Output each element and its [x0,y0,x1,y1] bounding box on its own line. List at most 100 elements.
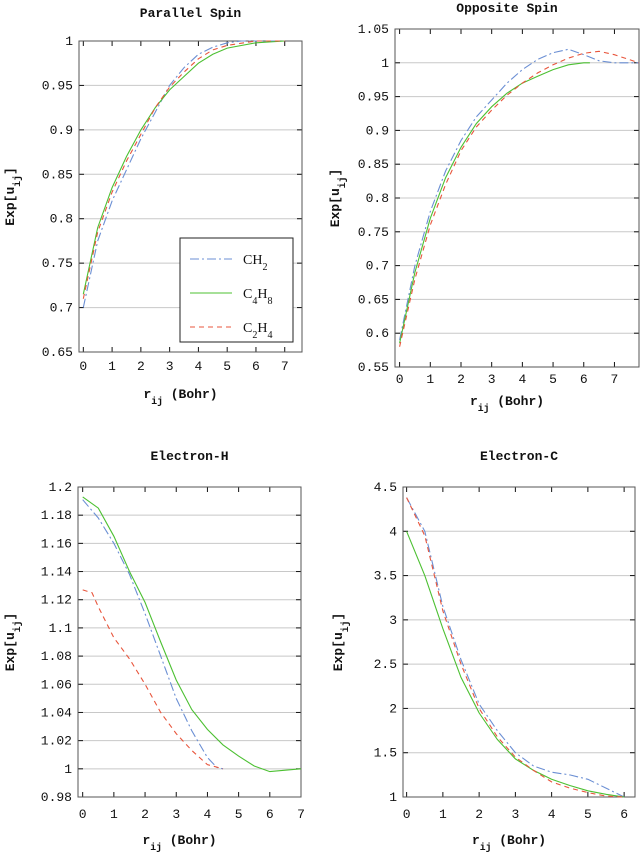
y-tick-label: 0.8 [50,212,73,227]
x-tick-label: 5 [235,807,243,822]
x-tick-label: 2 [457,372,465,387]
y-tick-label: 0.75 [42,256,73,271]
y-tick-label: 0.75 [358,225,389,240]
y-tick-label: 1 [389,790,397,805]
series-line-c4h8 [399,62,590,344]
y-axis-label: Exp[uij] [331,613,351,672]
y-tick-label: 4.5 [374,480,397,495]
x-axis-label: rij (Bohr) [143,387,217,407]
series-line-c2h4 [82,589,224,770]
chart-title: Electron-H [150,449,228,464]
x-tick-label: 6 [620,807,628,822]
series-line-c4h8 [82,40,285,295]
x-tick-label: 5 [223,359,231,374]
y-tick-label: 1.2 [49,480,72,495]
y-tick-label: 3 [389,613,397,628]
panel-opposite-spin: 0.55 0.6 0.65 0.7 0.75 0.8 0.85 0.9 0.95 1 1.05 0 1 2… [328,1,640,414]
x-tick-label: 3 [172,807,180,822]
y-tick-label: 1.04 [41,705,72,720]
x-tick-label: 6 [266,807,274,822]
plot-frame [394,28,640,368]
chart-title: Parallel Spin [140,6,242,21]
y-tick-label: 0.9 [366,123,389,138]
x-axis-label: rij (Bohr) [142,833,216,853]
y-tick-label: 1.1 [49,621,73,636]
y-axis-label: Exp[uij] [3,613,23,672]
x-tick-label: 1 [426,372,434,387]
legend-box [179,237,294,343]
y-tick-label: 0.85 [358,157,389,172]
legend-label-c2h4: C2H4 [243,321,273,341]
y-tick-label: 0.95 [42,78,73,93]
x-tick-label: 0 [396,372,404,387]
legend-label-ch2: CH2 [243,253,268,273]
y-tick-label: 0.98 [41,790,72,805]
series-line-ch2 [399,48,639,341]
x-tick-label: 4 [204,807,212,822]
x-tick-label: 3 [488,372,496,387]
y-tick-label: 0.95 [358,90,389,105]
x-tick-label: 1 [110,807,118,822]
y-axis-label: Exp[uij] [3,167,23,226]
x-tick-label: 7 [297,807,305,822]
x-axis-label: rij (Bohr) [472,833,546,853]
y-tick-label: 0.85 [42,167,73,182]
x-tick-label: 6 [580,372,588,387]
x-axis-label: rij (Bohr) [470,394,544,414]
x-tick-label: 5 [549,372,557,387]
y-tick-label: 1.12 [41,593,72,608]
y-tick-label: 1.16 [41,536,72,551]
x-tick-label: 5 [584,807,592,822]
y-tick-label: 1 [65,34,73,49]
plot-frame [77,486,302,798]
x-tick-label: 6 [252,359,260,374]
y-tick-label: 1.06 [41,677,72,692]
y-tick-label: 2.5 [374,657,397,672]
y-tick-label: 0.65 [42,345,73,360]
y-tick-label: 1.08 [41,649,72,664]
x-tick-label: 3 [166,359,174,374]
y-tick-label: 1.14 [41,565,72,580]
y-tick-label: 1.02 [41,734,72,749]
legend: CH2 C4H8 C2H4 [179,237,294,343]
series-line-c2h4 [406,497,625,798]
x-tick-label: 0 [79,807,87,822]
series-line-c4h8 [82,496,302,773]
y-tick-label: 0.9 [50,123,73,138]
chart-title: Opposite Spin [456,1,558,16]
x-tick-label: 1 [439,807,447,822]
y-tick-label: 1 [381,56,389,71]
chart-title: Electron-C [480,449,558,464]
y-tick-label: 0.7 [50,301,73,316]
x-tick-label: 2 [137,359,145,374]
panel-parallel-spin: 0.65 0.7 0.75 0.8 0.85 0.9 0.95 1 0 1 2 3 4 5 6 7 Parall… [3,6,303,407]
legend-label-c4h8: C4H8 [243,287,273,307]
y-tick-label: 1.18 [41,508,72,523]
x-tick-label: 2 [141,807,149,822]
x-tick-label: 0 [79,359,87,374]
series-line-c4h8 [406,531,625,798]
series-line-c2h4 [399,50,640,347]
y-tick-label: 4 [389,524,397,539]
y-tick-label: 0.65 [358,292,389,307]
series-line-ch2 [82,499,224,770]
x-tick-label: 3 [511,807,519,822]
x-tick-label: 0 [403,807,411,822]
series-line-ch2 [82,40,285,308]
y-tick-label: 0.55 [358,360,389,375]
series-line-ch2 [406,497,625,798]
plot-frame [78,40,303,353]
y-tick-label: 1.5 [374,746,397,761]
y-tick-label: 2 [389,701,397,716]
x-tick-label: 4 [518,372,526,387]
x-tick-label: 7 [281,359,289,374]
y-tick-label: 0.8 [366,191,389,206]
panel-electron-h: 0.98 1 1.02 1.04 1.06 1.08 1.1 1.12 1.14 1.16 1.18… [3,449,305,853]
y-tick-label: 0.6 [366,326,389,341]
y-tick-label: 0.7 [366,259,389,274]
y-tick-label: 1 [64,762,72,777]
y-axis-label: Exp[uij] [328,169,348,228]
x-tick-label: 4 [548,807,556,822]
